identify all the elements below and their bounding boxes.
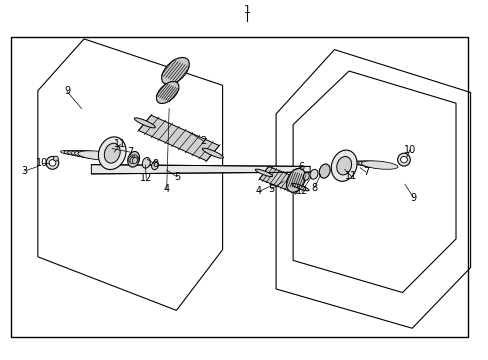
- Text: 4: 4: [256, 186, 262, 197]
- Ellipse shape: [132, 157, 137, 164]
- Text: 5: 5: [267, 184, 274, 194]
- Ellipse shape: [71, 151, 102, 158]
- Text: 8: 8: [311, 183, 317, 193]
- Ellipse shape: [133, 156, 138, 162]
- Ellipse shape: [67, 150, 94, 157]
- Polygon shape: [259, 167, 305, 193]
- Text: 11: 11: [114, 139, 126, 149]
- Text: 2: 2: [200, 136, 206, 146]
- Ellipse shape: [309, 169, 317, 179]
- Ellipse shape: [358, 161, 389, 168]
- Text: 12: 12: [140, 173, 152, 183]
- Text: 1: 1: [243, 5, 250, 15]
- Ellipse shape: [355, 161, 381, 167]
- Bar: [11, 37, 467, 337]
- Ellipse shape: [291, 184, 308, 191]
- Ellipse shape: [361, 161, 397, 169]
- Ellipse shape: [336, 157, 351, 175]
- Text: 4: 4: [163, 184, 169, 194]
- Text: 10: 10: [36, 158, 48, 168]
- Ellipse shape: [98, 137, 126, 170]
- Ellipse shape: [349, 161, 364, 165]
- Ellipse shape: [78, 151, 118, 160]
- Ellipse shape: [156, 81, 179, 103]
- Text: 7: 7: [362, 167, 368, 177]
- Ellipse shape: [400, 157, 407, 163]
- Ellipse shape: [74, 151, 110, 159]
- Ellipse shape: [319, 164, 329, 178]
- Ellipse shape: [130, 155, 135, 161]
- Text: 12: 12: [295, 186, 307, 197]
- Ellipse shape: [142, 158, 150, 168]
- Text: 9: 9: [410, 193, 416, 203]
- Text: 5: 5: [174, 172, 180, 182]
- Ellipse shape: [128, 156, 133, 162]
- Ellipse shape: [151, 161, 158, 170]
- Text: 6: 6: [298, 162, 305, 172]
- Text: 10: 10: [403, 145, 415, 155]
- Ellipse shape: [61, 150, 78, 154]
- Text: 9: 9: [64, 86, 70, 96]
- Ellipse shape: [64, 150, 86, 156]
- Text: 11: 11: [345, 171, 357, 181]
- Ellipse shape: [104, 143, 120, 163]
- Ellipse shape: [303, 172, 308, 180]
- Polygon shape: [91, 165, 309, 174]
- Ellipse shape: [397, 153, 409, 166]
- Ellipse shape: [53, 156, 58, 161]
- Ellipse shape: [286, 168, 305, 192]
- Ellipse shape: [46, 157, 59, 169]
- Ellipse shape: [134, 118, 155, 128]
- Ellipse shape: [352, 161, 372, 166]
- Text: 7: 7: [127, 147, 133, 157]
- Ellipse shape: [49, 159, 56, 166]
- Ellipse shape: [255, 169, 272, 176]
- Ellipse shape: [202, 148, 223, 158]
- Text: 3: 3: [21, 166, 28, 176]
- Text: 8: 8: [152, 159, 158, 169]
- Ellipse shape: [132, 155, 137, 161]
- Ellipse shape: [127, 152, 139, 167]
- Polygon shape: [138, 115, 219, 161]
- Ellipse shape: [331, 150, 356, 181]
- Ellipse shape: [162, 58, 189, 85]
- Ellipse shape: [130, 157, 135, 164]
